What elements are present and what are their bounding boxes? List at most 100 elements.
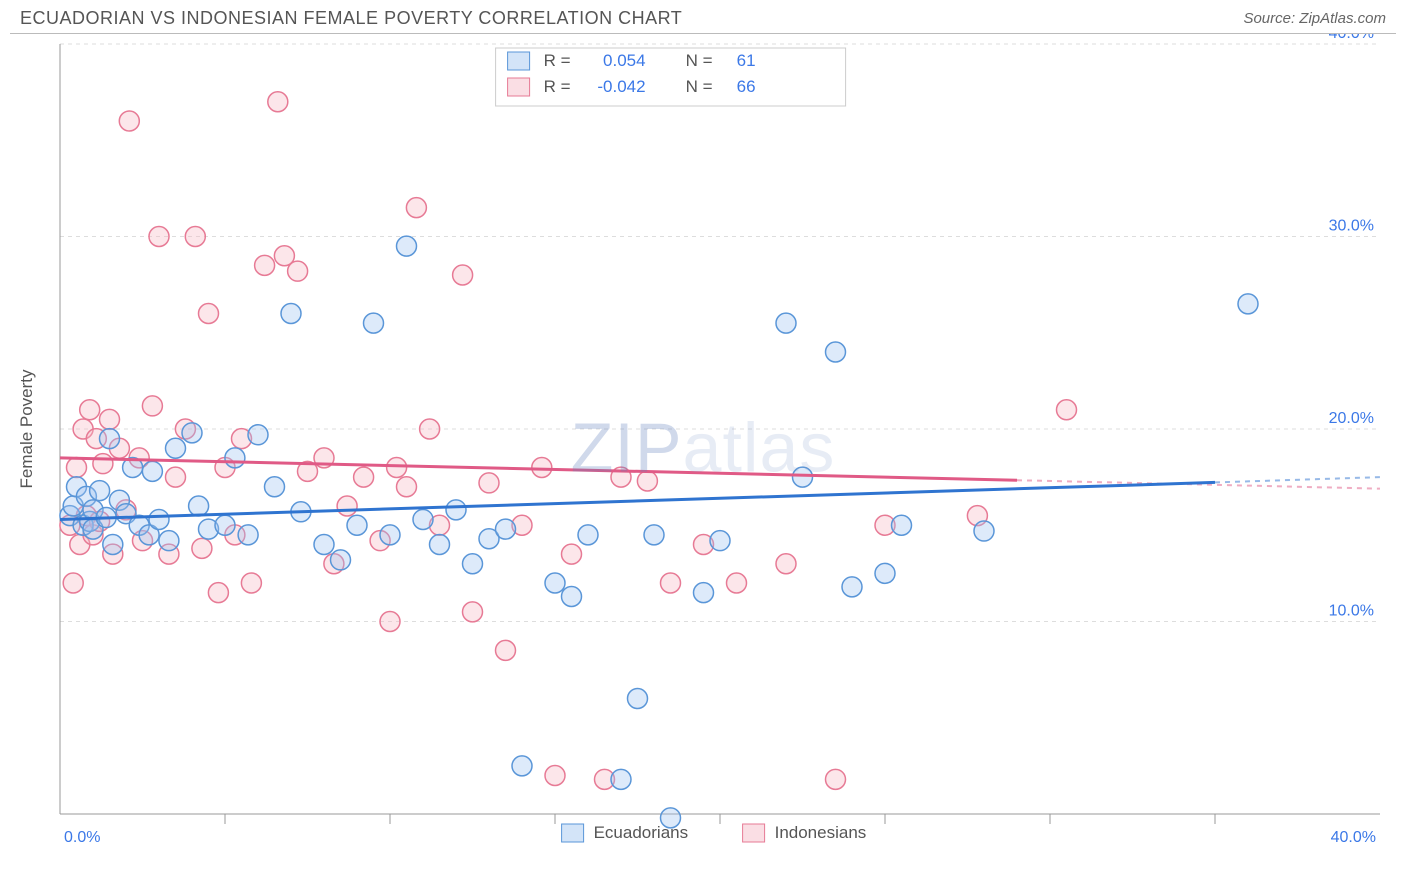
indonesian-point <box>562 544 582 564</box>
ecuadorian-point <box>842 577 862 597</box>
stats-r-label: R = <box>544 51 571 70</box>
ecuadorian-point <box>446 500 466 520</box>
ecuadorian-point <box>380 525 400 545</box>
indonesian-point <box>337 496 357 516</box>
ecuadorian-point <box>281 304 301 324</box>
stats-r-value: -0.042 <box>597 77 645 96</box>
ecuadorian-point <box>545 573 565 593</box>
stats-r-label: R = <box>544 77 571 96</box>
ecuadorian-point <box>430 535 450 555</box>
stats-n-label: N = <box>686 51 713 70</box>
ecuadorian-point <box>189 496 209 516</box>
indonesian-point <box>199 304 219 324</box>
ecuadorian-trend-dashed <box>1215 477 1380 482</box>
legend-swatch <box>743 824 765 842</box>
y-tick-label: 30.0% <box>1329 218 1374 235</box>
indonesian-point <box>93 454 113 474</box>
indonesian-point <box>776 554 796 574</box>
chart-container: ZIPatlas 10.0%20.0%30.0%40.0%0.0%40.0%Fe… <box>10 34 1396 874</box>
stats-n-value: 66 <box>737 77 756 96</box>
indonesian-point <box>80 400 100 420</box>
indonesian-point <box>420 419 440 439</box>
chart-title: ECUADORIAN VS INDONESIAN FEMALE POVERTY … <box>20 8 682 29</box>
ecuadorian-point <box>793 467 813 487</box>
indonesian-point <box>479 473 499 493</box>
ecuadorian-point <box>892 515 912 535</box>
indonesian-point <box>241 573 261 593</box>
stats-r-value: 0.054 <box>603 51 646 70</box>
ecuadorian-point <box>578 525 598 545</box>
legend-label: Indonesians <box>775 823 867 842</box>
y-axis-title: Female Poverty <box>17 369 36 489</box>
ecuadorian-point <box>562 586 582 606</box>
ecuadorian-point <box>463 554 483 574</box>
ecuadorian-point <box>238 525 258 545</box>
ecuadorian-point <box>1238 294 1258 314</box>
ecuadorian-point <box>628 689 648 709</box>
indonesian-point <box>463 602 483 622</box>
y-tick-label: 10.0% <box>1329 603 1374 620</box>
scatter-chart: 10.0% 20.0% 30.0% 40.0% 0.0% 40.0% Female Pove… <box>10 34 1396 874</box>
indonesian-point <box>185 227 205 247</box>
x-end-label: 40.0% <box>1331 829 1376 846</box>
ecuadorian-point <box>694 583 714 603</box>
indonesian-point <box>149 227 169 247</box>
stats-swatch <box>508 78 530 96</box>
ecuadorian-point <box>248 425 268 445</box>
indonesian-point <box>661 573 681 593</box>
ecuadorian-point <box>159 531 179 551</box>
indonesian-point <box>727 573 747 593</box>
indonesian-point <box>496 640 516 660</box>
ecuadorian-point <box>314 535 334 555</box>
ecuadorian-point <box>265 477 285 497</box>
indonesian-point <box>354 467 374 487</box>
indonesian-point <box>67 458 87 478</box>
indonesian-point <box>826 769 846 789</box>
ecuadorian-point <box>496 519 516 539</box>
ecuadorian-point <box>166 438 186 458</box>
ecuadorian-point <box>225 448 245 468</box>
ecuadorian-point <box>644 525 664 545</box>
indonesian-point <box>1057 400 1077 420</box>
ecuadorian-point <box>103 535 123 555</box>
ecuadorian-point <box>100 429 120 449</box>
ecuadorian-point <box>331 550 351 570</box>
indonesian-point <box>208 583 228 603</box>
ecuadorian-point <box>512 756 532 776</box>
indonesian-point <box>255 255 275 275</box>
legend-label: Ecuadorians <box>594 823 689 842</box>
indonesian-point <box>166 467 186 487</box>
indonesian-point <box>100 409 120 429</box>
indonesian-point <box>387 458 407 478</box>
indonesian-point <box>453 265 473 285</box>
indonesian-point <box>637 471 657 491</box>
indonesian-point <box>545 766 565 786</box>
ecuadorian-point <box>413 509 433 529</box>
ecuadorian-point <box>974 521 994 541</box>
indonesian-point <box>192 538 212 558</box>
stats-swatch <box>508 52 530 70</box>
ecuadorian-point <box>710 531 730 551</box>
ecuadorian-point <box>149 509 169 529</box>
indonesian-point <box>63 573 83 593</box>
indonesian-point <box>380 612 400 632</box>
chart-header: ECUADORIAN VS INDONESIAN FEMALE POVERTY … <box>0 0 1406 33</box>
x-start-label: 0.0% <box>64 829 100 846</box>
ecuadorian-point <box>875 563 895 583</box>
ecuadorian-point <box>182 423 202 443</box>
ecuadorian-point <box>611 769 631 789</box>
y-tick-label: 20.0% <box>1329 410 1374 427</box>
ecuadorian-point <box>397 236 417 256</box>
indonesian-point <box>268 92 288 112</box>
ecuadorian-point <box>90 481 110 501</box>
stats-n-value: 61 <box>737 51 756 70</box>
ecuadorian-point <box>347 515 367 535</box>
y-tick-label: 40.0% <box>1329 34 1374 42</box>
ecuadorian-point <box>364 313 384 333</box>
source-label: Source: ZipAtlas.com <box>1243 10 1386 27</box>
ecuadorian-point <box>776 313 796 333</box>
indonesian-point <box>119 111 139 131</box>
indonesian-point <box>142 396 162 416</box>
indonesian-point <box>397 477 417 497</box>
stats-n-label: N = <box>686 77 713 96</box>
